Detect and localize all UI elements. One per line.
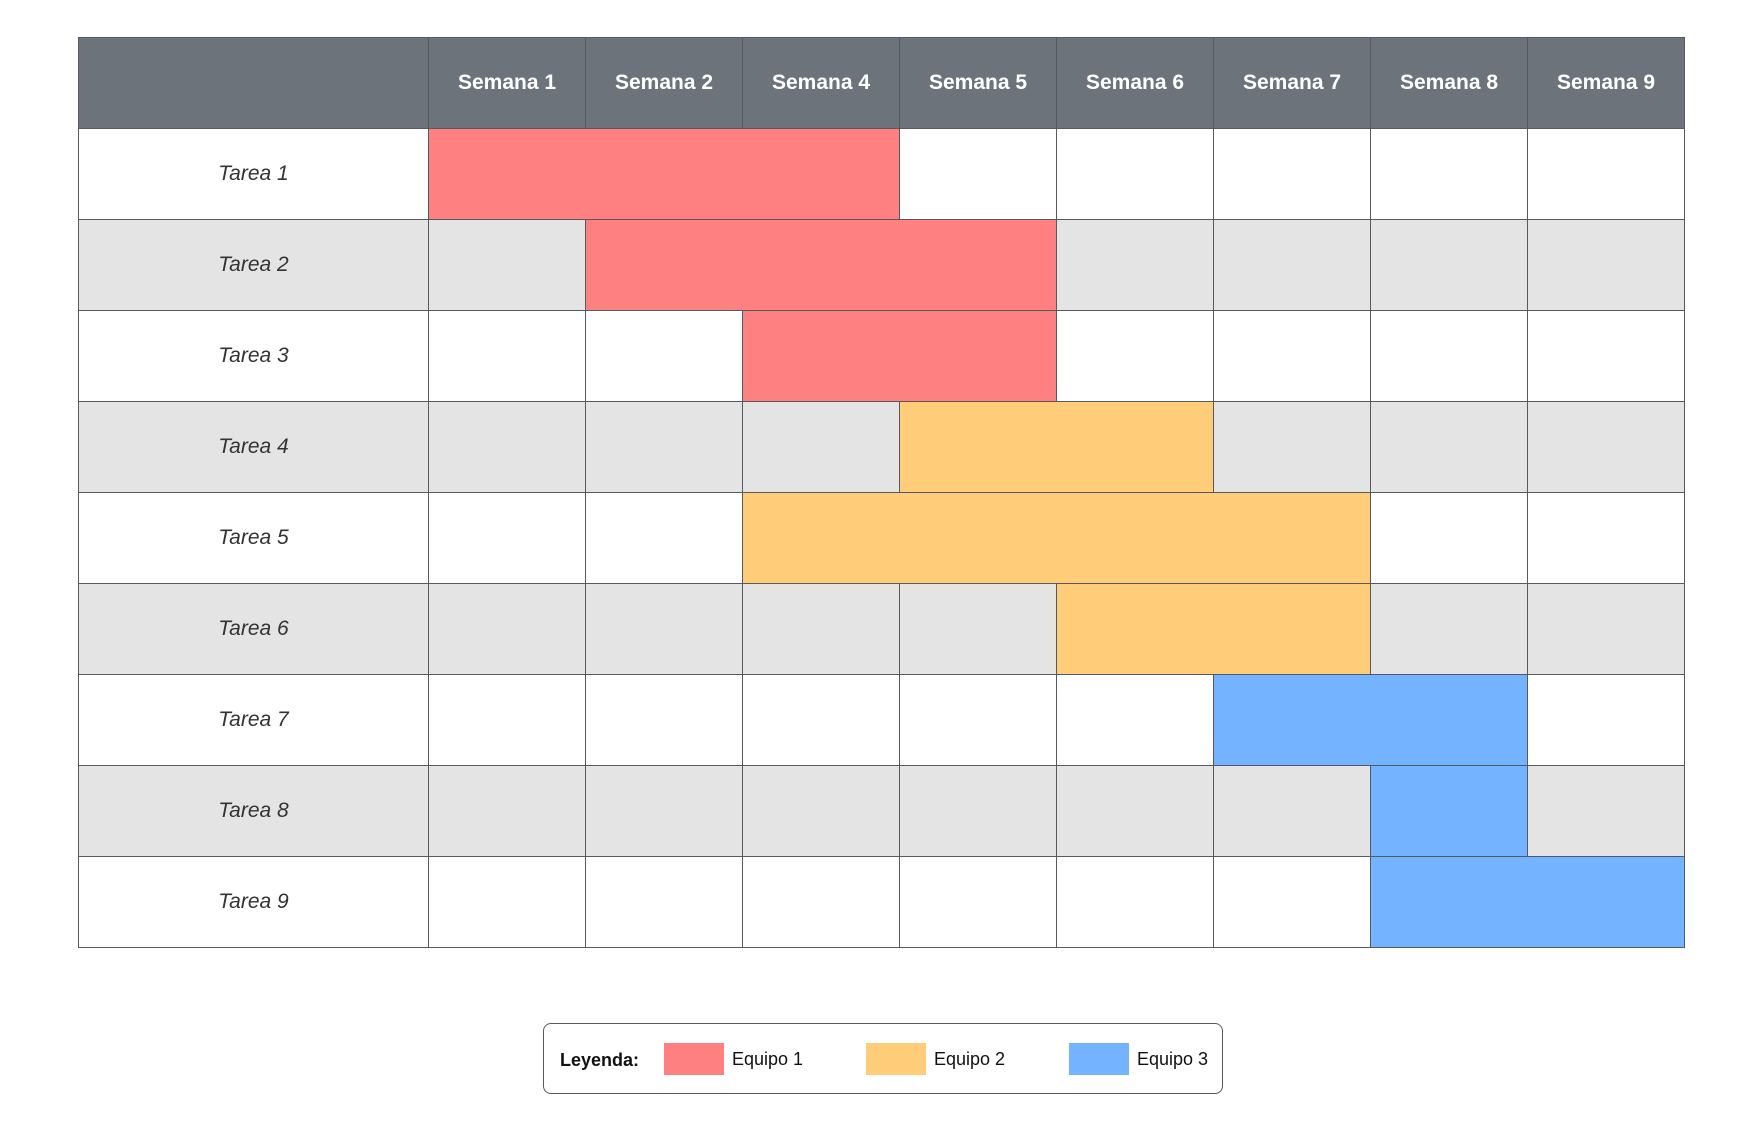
week-cell <box>1056 128 1214 220</box>
week-cell <box>1056 856 1214 948</box>
task-bar-team-2 <box>1056 583 1371 675</box>
task-row: Tarea 9 <box>78 856 1685 948</box>
week-cell <box>742 401 900 493</box>
week-cell <box>1056 765 1214 857</box>
task-label: Tarea 9 <box>78 856 429 948</box>
week-cell <box>899 583 1057 675</box>
week-cell <box>428 674 586 766</box>
task-label: Tarea 3 <box>78 310 429 402</box>
gantt-table: Semana 1 Semana 2 Semana 4 Semana 5 Sema… <box>78 37 1685 948</box>
gantt-body: Tarea 1 Tarea 2 Tarea 3 Tarea 4 Tarea 5 Tarea… <box>78 128 1685 948</box>
task-label: Tarea 8 <box>78 765 429 857</box>
week-header: Semana 4 <box>742 37 900 129</box>
header-corner-cell <box>78 37 429 129</box>
week-cell <box>1527 219 1685 311</box>
header-row: Semana 1 Semana 2 Semana 4 Semana 5 Sema… <box>78 37 1685 129</box>
week-cell <box>899 856 1057 948</box>
task-row: Tarea 8 <box>78 765 1685 857</box>
week-cell <box>742 583 900 675</box>
task-label: Tarea 2 <box>78 219 429 311</box>
task-bar-team-3 <box>1213 674 1528 766</box>
week-cell <box>1056 219 1214 311</box>
task-bar-team-1 <box>742 310 1057 402</box>
legend-swatch-team-1 <box>664 1043 724 1075</box>
week-cell <box>428 492 586 584</box>
week-cell <box>1056 674 1214 766</box>
legend-label-team-1: Equipo 1 <box>732 1049 804 1069</box>
task-label: Tarea 4 <box>78 401 429 493</box>
week-cell <box>742 765 900 857</box>
task-bar-team-2 <box>899 401 1214 493</box>
legend-swatch-team-3 <box>1069 1043 1129 1075</box>
week-cell <box>585 401 743 493</box>
week-cell <box>428 856 586 948</box>
week-cell <box>1370 583 1528 675</box>
week-cell <box>1527 492 1685 584</box>
week-cell <box>1370 128 1528 220</box>
week-cell <box>1527 128 1685 220</box>
task-label: Tarea 5 <box>78 492 429 584</box>
task-bar-team-2 <box>742 492 1371 584</box>
week-cell <box>585 765 743 857</box>
week-cell <box>1213 401 1371 493</box>
week-cell <box>1370 401 1528 493</box>
task-row: Tarea 5 <box>78 492 1685 584</box>
week-cell <box>1213 128 1371 220</box>
week-cell <box>1527 674 1685 766</box>
legend-label-team-3: Equipo 3 <box>1137 1049 1209 1069</box>
task-row: Tarea 7 <box>78 674 1685 766</box>
task-label: Tarea 1 <box>78 128 429 220</box>
task-row: Tarea 3 <box>78 310 1685 402</box>
week-cell <box>428 310 586 402</box>
task-label: Tarea 6 <box>78 583 429 675</box>
task-row: Tarea 6 <box>78 583 1685 675</box>
legend-box: Leyenda: Equipo 1 Equipo 2 Equipo 3 <box>543 1023 1223 1094</box>
task-row: Tarea 1 <box>78 128 1685 220</box>
week-cell <box>585 310 743 402</box>
legend-swatch-team-2 <box>866 1043 926 1075</box>
task-row: Tarea 4 <box>78 401 1685 493</box>
week-header: Semana 7 <box>1213 37 1371 129</box>
legend-label-team-2: Equipo 2 <box>934 1049 1006 1069</box>
week-header: Semana 8 <box>1370 37 1528 129</box>
week-cell <box>742 674 900 766</box>
week-header: Semana 2 <box>585 37 743 129</box>
week-cell <box>585 492 743 584</box>
task-label: Tarea 7 <box>78 674 429 766</box>
task-row: Tarea 2 <box>78 219 1685 311</box>
week-cell <box>585 583 743 675</box>
week-cell <box>1527 401 1685 493</box>
week-cell <box>1056 310 1214 402</box>
week-cell <box>1213 310 1371 402</box>
week-cell <box>1370 492 1528 584</box>
gantt-header: Semana 1 Semana 2 Semana 4 Semana 5 Sema… <box>78 37 1685 129</box>
week-cell <box>899 674 1057 766</box>
week-cell <box>1527 310 1685 402</box>
week-cell <box>1370 219 1528 311</box>
week-cell <box>428 583 586 675</box>
week-cell <box>899 765 1057 857</box>
week-cell <box>428 765 586 857</box>
legend-title: Leyenda: <box>560 1050 640 1070</box>
week-header: Semana 9 <box>1527 37 1685 129</box>
week-header: Semana 1 <box>428 37 586 129</box>
week-cell <box>1370 310 1528 402</box>
week-header: Semana 6 <box>1056 37 1214 129</box>
task-bar-team-1 <box>428 128 900 220</box>
week-cell <box>1527 583 1685 675</box>
task-bar-team-3 <box>1370 856 1685 948</box>
week-cell <box>428 219 586 311</box>
week-cell <box>1527 765 1685 857</box>
task-bar-team-1 <box>585 219 1057 311</box>
week-cell <box>585 674 743 766</box>
week-cell <box>1213 765 1371 857</box>
week-cell <box>585 856 743 948</box>
week-cell <box>742 856 900 948</box>
week-header: Semana 5 <box>899 37 1057 129</box>
week-cell <box>899 128 1057 220</box>
task-bar-team-3 <box>1370 765 1528 857</box>
week-cell <box>428 401 586 493</box>
week-cell <box>1213 856 1371 948</box>
week-cell <box>1213 219 1371 311</box>
